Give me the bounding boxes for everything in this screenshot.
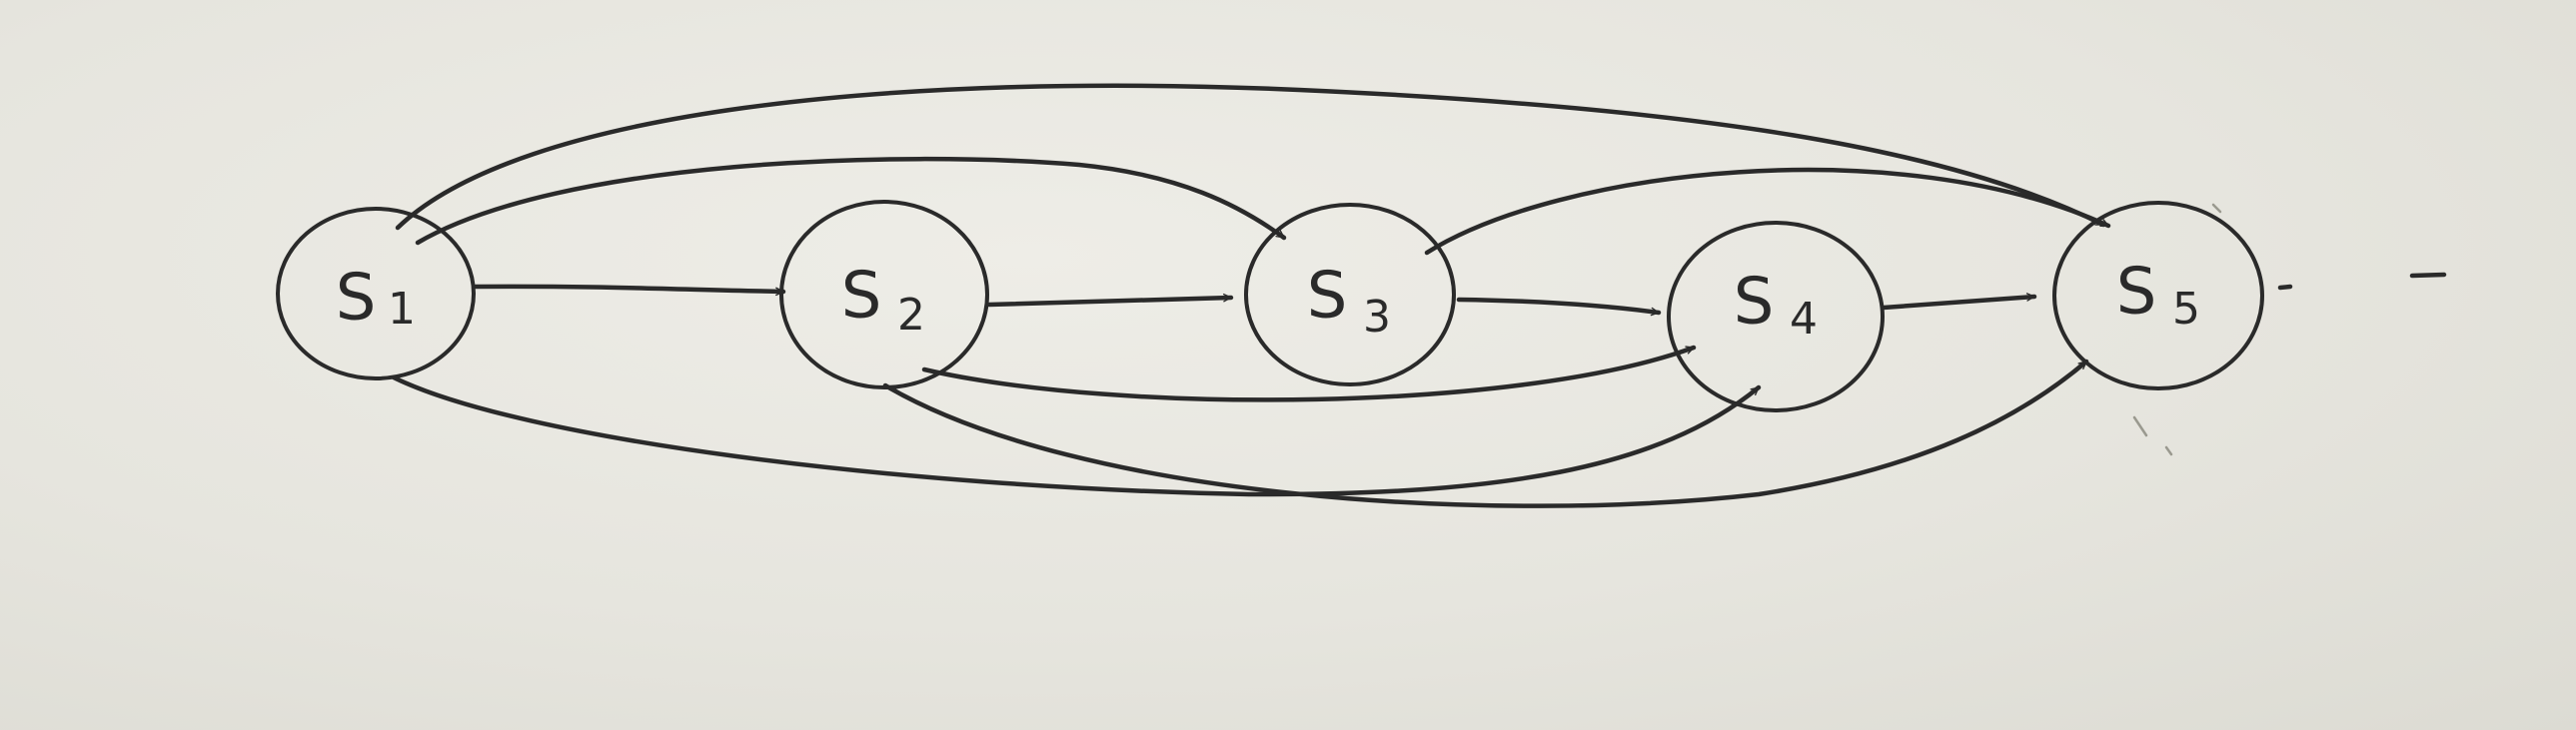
- node-s5-sub: 5: [2172, 284, 2200, 335]
- edge-s1-s2: [473, 284, 786, 297]
- continuation-dashes: [2277, 272, 2447, 291]
- node-s4: S 4: [1667, 221, 1885, 412]
- node-s4-letter: S: [1734, 266, 1775, 340]
- edge-s1-s5: [395, 83, 2106, 231]
- edge-s2-s4: [921, 345, 1697, 402]
- node-s3-sub: 3: [1363, 292, 1391, 343]
- continuation-dash-2: [2409, 272, 2447, 279]
- paper-marks: [2132, 203, 2222, 456]
- node-s5-letter: S: [2116, 256, 2157, 330]
- edge-s2-s5: [882, 359, 2089, 508]
- edge-s4-s5: [1881, 293, 2037, 311]
- node-s2: S 2: [779, 200, 989, 389]
- node-s3-letter: S: [1307, 260, 1348, 334]
- node-s1: S 1: [276, 207, 476, 380]
- edge-s1-s3: [415, 156, 1287, 246]
- continuation-dash-1: [2277, 284, 2293, 291]
- edge-s3-s5: [1424, 167, 2111, 256]
- edge-s3-s4: [1456, 297, 1662, 317]
- edge-s2-s3: [986, 293, 1234, 308]
- node-s5: S 5: [2052, 201, 2264, 390]
- node-s4-sub: 4: [1790, 294, 1818, 345]
- edges: [391, 83, 2111, 508]
- node-s1-sub: 1: [388, 284, 416, 335]
- node-s2-sub: 2: [897, 290, 925, 341]
- node-s1-letter: S: [336, 262, 377, 336]
- edge-s1-s4: [391, 374, 1762, 497]
- node-s2-letter: S: [841, 260, 882, 334]
- node-s3: S 3: [1244, 203, 1456, 386]
